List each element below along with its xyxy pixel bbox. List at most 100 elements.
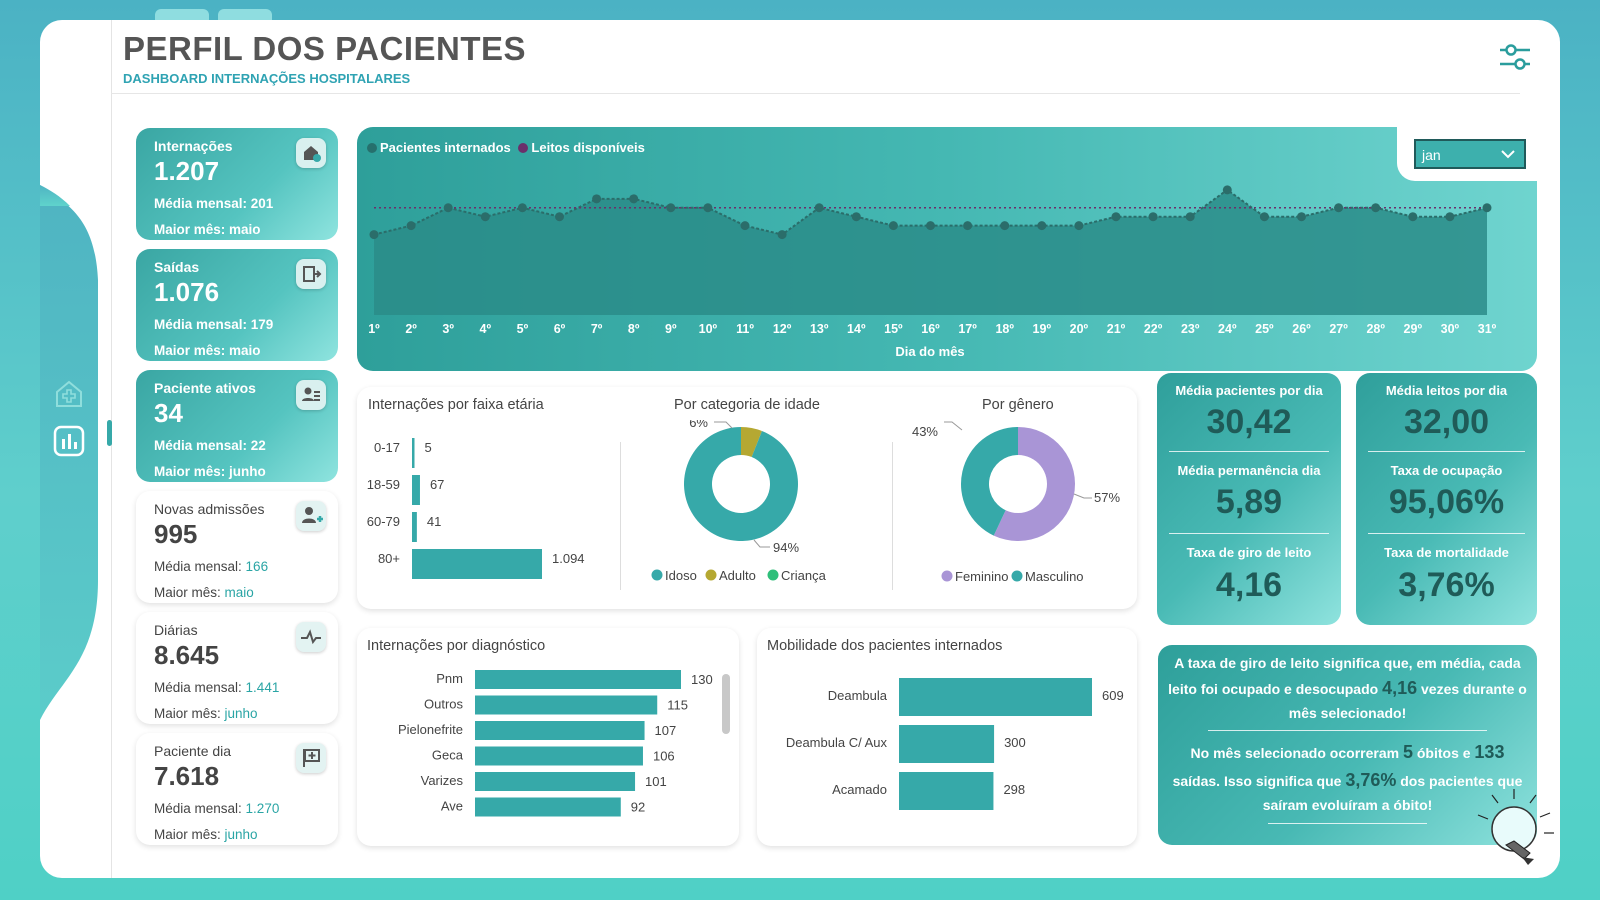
kpi-label: Saídas <box>154 259 200 275</box>
chart-icon[interactable] <box>53 425 85 457</box>
mobility-bar-chart[interactable]: Deambula 609 Deambula C/ Aux 300 Acamado 298 <box>757 670 1137 840</box>
x-tick-label: 25º <box>1255 322 1274 336</box>
point-internados <box>1259 212 1269 222</box>
hospital-icon[interactable] <box>53 378 85 410</box>
stat-divider <box>1368 533 1525 534</box>
gender-donut[interactable]: 43% 57% Feminino Masculino <box>900 420 1130 600</box>
bar <box>475 695 658 715</box>
point-internados <box>666 203 676 213</box>
kpi-monthly-avg: Média mensal: 166 <box>154 559 269 574</box>
legend-label: Adulto <box>719 568 756 583</box>
legend-label: Masculino <box>1025 569 1084 584</box>
legend-dot <box>705 569 717 581</box>
lightbulb-icon <box>1477 789 1554 865</box>
filter-settings-icon[interactable] <box>1498 42 1532 72</box>
data-label: 300 <box>1004 735 1026 750</box>
y-tick-label: 0-17 <box>374 440 400 455</box>
data-label: 298 <box>1003 782 1025 797</box>
point-internados <box>592 194 602 204</box>
header-divider <box>111 93 1520 94</box>
leader-line <box>1073 493 1092 499</box>
age-category-donut[interactable]: 6% 94% Idoso Adulto Criança <box>640 420 880 600</box>
age-category-title: Por categoria de idade <box>674 397 820 413</box>
x-tick-label: 6º <box>554 322 566 336</box>
kpi-best-month: Maior mês: maio <box>154 222 261 237</box>
stat-value: 3,76% <box>1398 566 1495 604</box>
house-icon <box>296 138 326 168</box>
point-internados <box>443 203 453 213</box>
leader-line <box>714 421 733 429</box>
kpi-internacoes[interactable]: Internações 1.207 Média mensal: 201 Maio… <box>136 128 338 240</box>
point-internados <box>1408 212 1418 222</box>
bar <box>475 772 636 791</box>
data-label: 130 <box>691 672 713 687</box>
stat-label: Média leitos por dia <box>1385 383 1508 398</box>
x-tick-label: 21º <box>1107 322 1126 336</box>
kpi-novas-admissoes[interactable]: Novas admissões 995 Média mensal: 166 Ma… <box>136 491 338 603</box>
kpi-monthly-avg: Média mensal: 1.270 <box>154 801 280 816</box>
y-tick-label: Varizes <box>421 773 464 788</box>
kpi-value: 1.076 <box>154 277 220 307</box>
point-internados <box>1148 212 1158 222</box>
y-tick-label: Outros <box>424 697 464 712</box>
add-user-icon <box>296 501 326 531</box>
stat-value: 5,89 <box>1215 483 1283 521</box>
data-label: 107 <box>655 723 677 738</box>
y-tick-label: Ave <box>441 799 463 814</box>
point-internados <box>517 203 527 213</box>
month-slicer-value: jan <box>1422 147 1441 163</box>
kpi-paciente-dia[interactable]: Paciente dia 7.618 Média mensal: 1.270 M… <box>136 733 338 845</box>
legend-label: Feminino <box>955 569 1008 584</box>
kpi-best-month: Maior mês: junho <box>154 706 258 721</box>
kpi-diarias[interactable]: Diárias 8.645 Média mensal: 1.441 Maior … <box>136 612 338 724</box>
x-tick-label: 12º <box>773 322 792 336</box>
age-bar-title: Internações por faixa etária <box>368 397 544 413</box>
window-tab[interactable] <box>218 9 272 21</box>
kpi-pacientes-ativos[interactable]: Paciente ativos 34 Média mensal: 22 Maio… <box>136 370 338 482</box>
y-tick-label: Pnm <box>436 671 463 686</box>
point-internados <box>777 230 787 240</box>
point-internados <box>1074 221 1084 231</box>
point-internados <box>480 212 490 222</box>
daily-line-chart[interactable]: 1º 2º 3º 4º 5º 6º 7º 8º 9º 10º 11º 12º 13º 14º 15º 16º 1… <box>357 127 1537 371</box>
x-tick-label: 29º <box>1404 322 1423 336</box>
x-tick-label: 17º <box>958 322 977 336</box>
legend-label: Criança <box>781 568 827 583</box>
data-label: 94% <box>773 540 799 555</box>
bar <box>475 746 643 766</box>
legend-dot-internados <box>367 143 377 153</box>
kpi-monthly-avg: Média mensal: 201 <box>154 196 274 211</box>
x-axis-label: Dia do mês <box>895 344 964 359</box>
bar <box>899 678 1092 716</box>
x-tick-label: 2º <box>405 322 417 336</box>
stat-value: 30,42 <box>1206 403 1292 441</box>
diagnosis-scrollbar[interactable] <box>722 674 730 734</box>
stat-label: Taxa de giro de leito <box>1186 545 1312 560</box>
window-tab[interactable] <box>155 9 209 21</box>
x-tick-label: 24º <box>1218 322 1237 336</box>
leader-line <box>753 539 770 548</box>
age-panel-divider-2 <box>892 442 893 590</box>
month-slicer[interactable]: jan <box>1414 139 1526 169</box>
data-label: 43% <box>912 424 938 439</box>
y-tick-label: Acamado <box>832 782 887 797</box>
x-tick-label: 16º <box>921 322 940 336</box>
stat-value: 95,06% <box>1388 483 1505 521</box>
diagnosis-bar-chart[interactable]: Pnm 130 Outros 115 Pielonefrite 107 Geca 106 Var… <box>357 660 739 844</box>
page-subtitle: DASHBOARD INTERNAÇÕES HOSPITALARES <box>123 71 411 86</box>
insight-divider <box>1268 822 1427 824</box>
x-tick-label: 3º <box>442 322 454 336</box>
insight-giro-text: A taxa de giro de leito significa que, e… <box>1168 655 1527 721</box>
x-tick-label: 9º <box>665 322 677 336</box>
bar <box>475 721 645 740</box>
x-tick-label: 18º <box>995 322 1014 336</box>
gender-title: Por gênero <box>982 397 1054 413</box>
insight-divider <box>1208 730 1487 732</box>
x-tick-label: 31º <box>1478 322 1497 336</box>
x-tick-label: 4º <box>480 322 492 336</box>
kpi-monthly-avg: Média mensal: 179 <box>154 317 274 332</box>
age-bar-chart[interactable]: 0-17 5 18-59 67 60-79 41 80+ 1.094 <box>357 420 617 600</box>
legend-dot-leitos <box>518 143 529 153</box>
kpi-saidas[interactable]: Saídas 1.076 Média mensal: 179 Maior mês… <box>136 249 338 361</box>
point-internados <box>740 221 750 231</box>
